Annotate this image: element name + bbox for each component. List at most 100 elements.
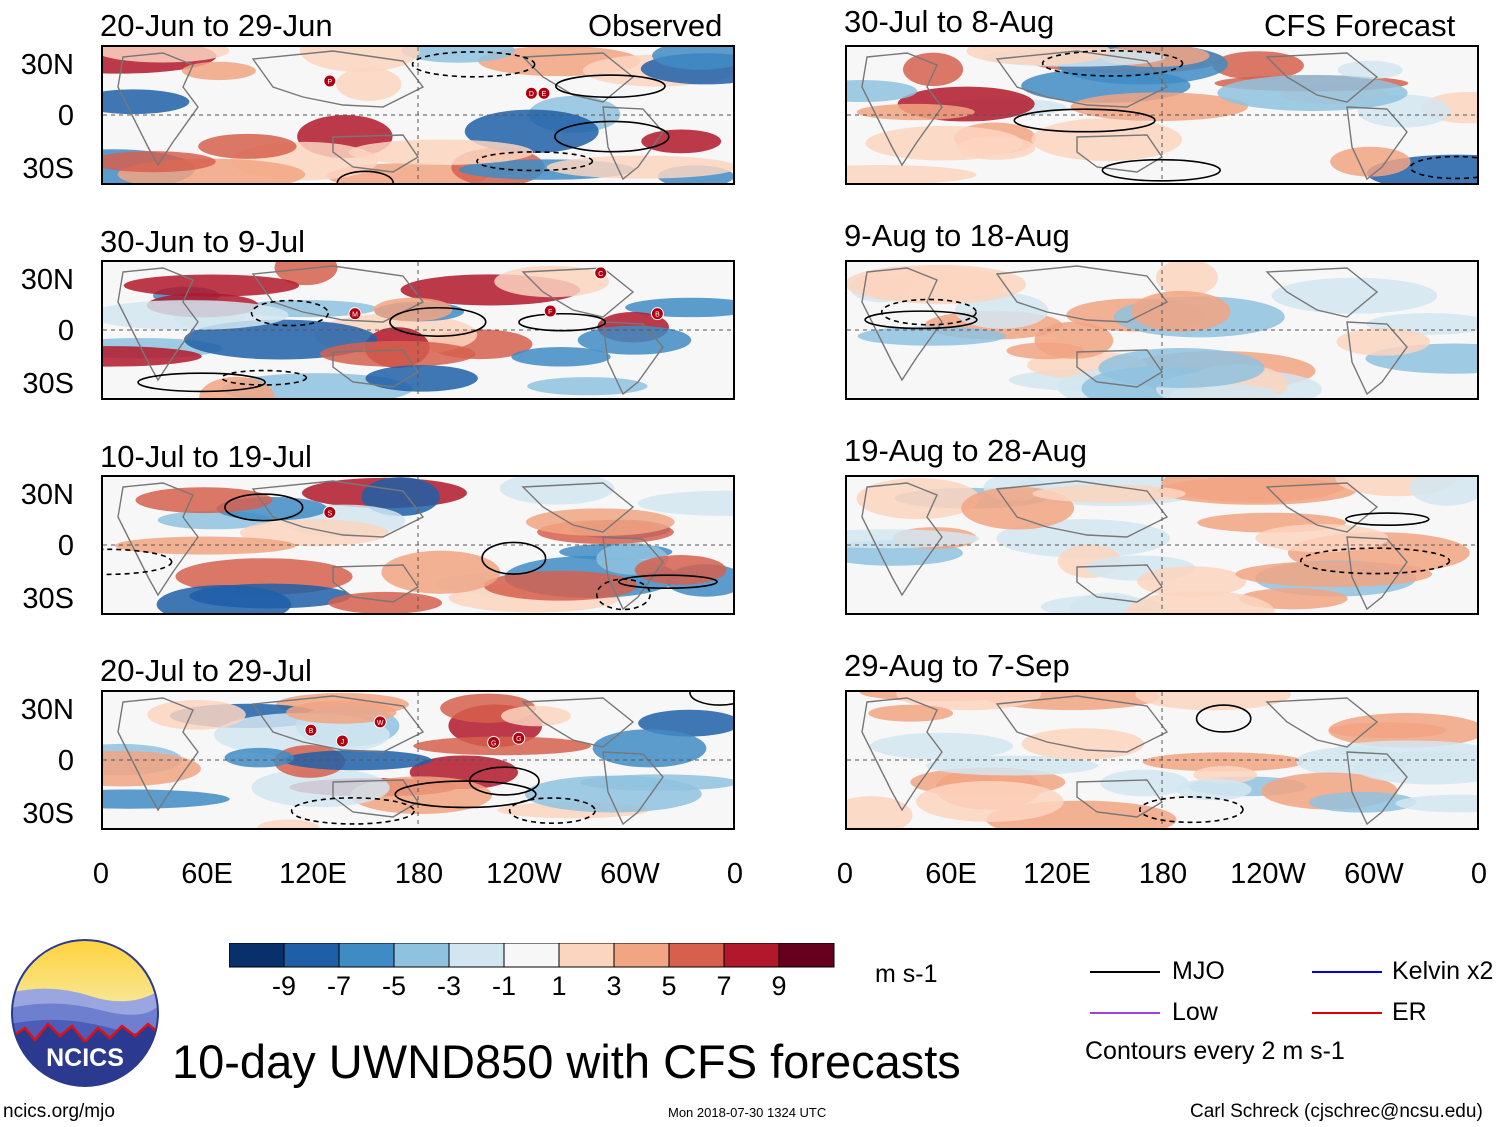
anomaly-blob xyxy=(865,125,1024,161)
coastline xyxy=(332,564,419,603)
coastline xyxy=(117,482,199,597)
anomaly-blob xyxy=(925,755,1099,776)
mjo-contour xyxy=(411,51,536,78)
xlab-left-60e: 60E xyxy=(181,858,233,890)
xlab-right-0: 0 xyxy=(836,858,854,890)
coastline xyxy=(332,779,419,818)
mjo-contour xyxy=(1101,158,1221,182)
mjo-contour xyxy=(508,797,596,824)
mjo-contour xyxy=(336,170,394,183)
anomaly-blob xyxy=(524,775,702,813)
ylab-30n-r2: 30N xyxy=(20,264,74,296)
colorbar-bin xyxy=(668,943,725,968)
anomaly-blob xyxy=(868,704,954,722)
coastline xyxy=(995,265,1169,323)
colorbar-bin xyxy=(283,943,340,968)
mjo-contour xyxy=(554,120,670,153)
anomaly-blob xyxy=(1308,791,1417,813)
mjo-contour xyxy=(864,310,978,330)
anomaly-blob xyxy=(1131,290,1231,332)
storm-marker: G xyxy=(487,735,501,749)
mjo-contour xyxy=(1299,547,1451,575)
anomaly-blob xyxy=(1409,477,1477,506)
mjo-contour xyxy=(103,548,173,576)
panel-title-3: 10-Jul to 19-Jul xyxy=(100,439,312,474)
coastline xyxy=(117,52,199,167)
anomaly-blob xyxy=(1158,477,1357,505)
anomaly-blob xyxy=(501,705,571,727)
xlab-right-0b: 0 xyxy=(1470,858,1488,890)
mjo-contour xyxy=(880,298,977,326)
mjo-contour xyxy=(1138,796,1244,824)
map-panel-6 xyxy=(845,260,1479,400)
anomaly-blob xyxy=(181,61,256,81)
anomaly-blob xyxy=(103,789,230,809)
anomaly-blob xyxy=(1175,778,1252,801)
storm-marker: M xyxy=(348,307,362,321)
coastline xyxy=(1346,106,1408,181)
anomaly-blob xyxy=(847,165,977,183)
map-panel-3: S xyxy=(101,475,735,615)
anomaly-blob xyxy=(1155,262,1218,296)
storm-marker: P xyxy=(323,74,337,88)
mjo-contour xyxy=(221,369,308,386)
storm-marker: C xyxy=(594,266,608,280)
panel-title-6: 9-Aug to 18-Aug xyxy=(844,218,1070,253)
coastline xyxy=(1076,349,1163,388)
legend-label-kelvin: Kelvin x2 xyxy=(1392,957,1494,985)
xlab-left-0b: 0 xyxy=(726,858,744,890)
storm-letter: J xyxy=(341,739,345,746)
xlab-right-120w: 120W xyxy=(1230,858,1306,890)
storm-letter: M xyxy=(352,312,358,319)
ylab-30n-r1: 30N xyxy=(20,49,74,81)
storm-marker: B xyxy=(304,723,318,737)
storm-letter: P xyxy=(327,79,332,86)
mjo-contour xyxy=(476,151,594,172)
anomaly-blob xyxy=(135,487,273,514)
xlab-left-60w: 60W xyxy=(600,858,660,890)
mjo-contour xyxy=(689,692,733,706)
anomaly-blob xyxy=(527,377,648,396)
anomaly-blob xyxy=(856,264,1027,305)
anomaly-blob xyxy=(283,750,432,771)
anomaly-blob xyxy=(381,550,501,594)
anomaly-blob xyxy=(114,536,296,555)
anomaly-blob xyxy=(361,477,440,517)
coastline xyxy=(117,697,199,812)
ylab-30n-r3: 30N xyxy=(20,479,74,511)
panel-title-1: 20-Jun to 29-Jun xyxy=(100,8,333,43)
map-panel-5 xyxy=(845,45,1479,185)
anomaly-blob xyxy=(1330,146,1411,177)
anomaly-blob xyxy=(1031,118,1183,161)
coastline xyxy=(995,695,1169,753)
xlab-right-120e: 120E xyxy=(1023,858,1091,890)
coastline xyxy=(602,751,664,826)
anomaly-blob xyxy=(592,729,707,768)
anomaly-blob xyxy=(1137,566,1247,597)
anomaly-blob xyxy=(1169,384,1279,398)
storm-marker: S xyxy=(323,505,337,519)
legend-line-kelvin xyxy=(1312,971,1382,973)
anomaly-blob xyxy=(239,519,389,547)
colorbar-bin xyxy=(448,943,505,968)
coastline xyxy=(995,480,1169,538)
mjo-contour xyxy=(224,493,304,522)
anomaly-blob xyxy=(199,376,275,398)
coastline xyxy=(1265,697,1379,748)
storm-marker: W xyxy=(373,715,387,729)
mjo-contour xyxy=(1409,155,1477,180)
anomaly-blob xyxy=(251,768,390,808)
anomaly-blob xyxy=(198,133,297,159)
main-title: 10-day UWND850 with CFS forecasts xyxy=(172,1035,961,1088)
xlab-left-180: 180 xyxy=(394,858,444,890)
coastline xyxy=(332,349,419,388)
anomaly-blob xyxy=(915,780,1064,822)
anomaly-blob xyxy=(103,300,289,330)
anomaly-blob xyxy=(1021,728,1145,760)
colorbar-bin xyxy=(338,943,395,968)
mjo-contour xyxy=(290,797,415,825)
anomaly-blob xyxy=(299,47,420,72)
anomaly-blob xyxy=(847,796,913,828)
map-panel-4: B J W G G xyxy=(101,690,735,830)
coastline xyxy=(1346,751,1408,826)
